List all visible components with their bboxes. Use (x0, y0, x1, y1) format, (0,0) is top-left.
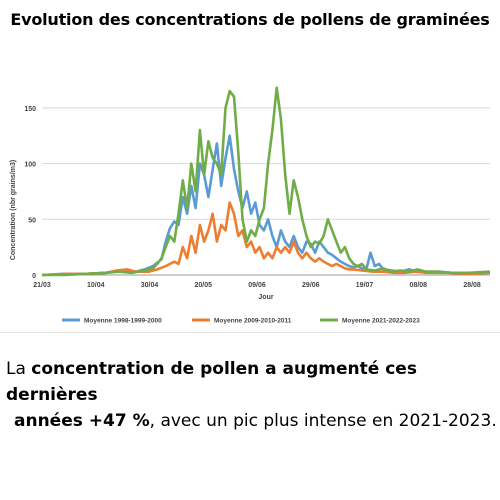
x-tick-label: 21/03 (33, 282, 51, 289)
x-axis-label: Jour (258, 294, 273, 301)
legend-label: Moyenne 2021-2022-2023 (342, 318, 420, 325)
line-chart: 0 50 100 150 21/03 10/04 30/04 20/05 09/06 29/06… (10, 86, 491, 325)
x-tick-label: 08/08 (410, 282, 428, 289)
grid-lines (42, 107, 490, 276)
x-tick-label: 29/06 (302, 282, 320, 289)
y-tick-label: 0 (32, 273, 36, 280)
series-line (42, 86, 491, 277)
y-tick-label: 100 (24, 162, 36, 169)
legend-label: Moyenne 2009-2010-2011 (214, 318, 292, 325)
x-tick-label: 28/08 (463, 282, 481, 289)
y-tick-label: 150 (24, 106, 36, 113)
y-tick-labels: 0 50 100 150 (24, 106, 36, 280)
y-tick-label: 50 (28, 217, 36, 224)
series-line (41, 201, 491, 277)
legend-label: Moyenne 1998-1999-2000 (84, 318, 162, 325)
y-axis-label: Concentration (nbr grains/m3) (10, 160, 17, 260)
caption: La concentration de pollen a augmenté ce… (6, 356, 500, 434)
caption-bold-2: années +47 % (14, 411, 150, 431)
x-tick-label: 19/07 (356, 282, 374, 289)
legend: Moyenne 1998-1999-2000 Moyenne 2009-2010-… (62, 318, 420, 325)
series-lines (41, 86, 491, 277)
x-tick-label: 09/06 (248, 282, 266, 289)
page-title: Evolution des concentrations de pollens … (10, 10, 490, 29)
caption-bold-1: concentration de pollen a augmenté ces d… (6, 359, 417, 405)
x-tick-label: 20/05 (195, 282, 213, 289)
x-tick-label: 10/04 (87, 282, 105, 289)
x-tick-label: 30/04 (141, 282, 159, 289)
x-tick-labels: 21/03 10/04 30/04 20/05 09/06 29/06 19/07 08/08… (33, 282, 481, 289)
caption-text-1: La (6, 359, 32, 379)
divider (0, 332, 500, 333)
caption-text-2: , avec un pic plus intense en 2021-2023. (149, 411, 497, 431)
